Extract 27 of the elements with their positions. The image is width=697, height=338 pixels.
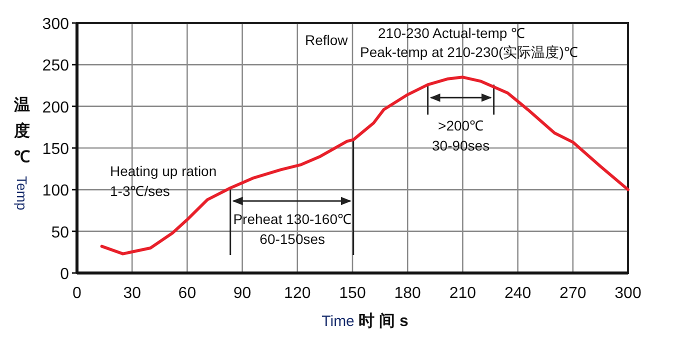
x-tick-label: 120 — [284, 285, 311, 302]
y-tick-label: 50 — [51, 224, 70, 242]
y-tick-label: 100 — [42, 182, 70, 200]
x-tick-label: 30 — [123, 285, 142, 302]
annotation: 210-230 Actual-temp ℃ — [378, 25, 526, 41]
y-tick-label: 250 — [42, 58, 70, 75]
annotation: >200℃ 30-90ses — [432, 118, 490, 154]
x-tick-label: 0 — [72, 285, 82, 302]
line-series — [100, 76, 630, 256]
x-tick-label: 90 — [233, 285, 252, 302]
y-tick-label: 200 — [42, 99, 70, 116]
annotation: Reflow — [305, 32, 349, 48]
x-tick-label: 180 — [394, 285, 422, 302]
x-tick-label: 300 — [614, 285, 642, 302]
y-tick-label: 300 — [42, 16, 70, 33]
annotation: Preheat 130-160℃ 60-150ses — [233, 211, 352, 247]
y-axis-title: 温度℃ Temp — [13, 96, 30, 210]
y-tick-label: 0 — [60, 266, 70, 283]
x-axis-title: Time 时 间 s — [322, 312, 408, 330]
annotation: Peak-temp at 210-230(实际温度)℃ — [360, 44, 578, 60]
x-tick-label: 150 — [339, 285, 366, 302]
x-tick-label: 60 — [178, 285, 196, 302]
x-tick-label: 210 — [449, 285, 476, 302]
x-tick-label: 240 — [504, 285, 532, 302]
x-tick-label: 270 — [560, 285, 586, 302]
y-tick-label: 150 — [42, 141, 70, 158]
annotation: Heating up ration 1-3℃/ses — [110, 163, 217, 199]
